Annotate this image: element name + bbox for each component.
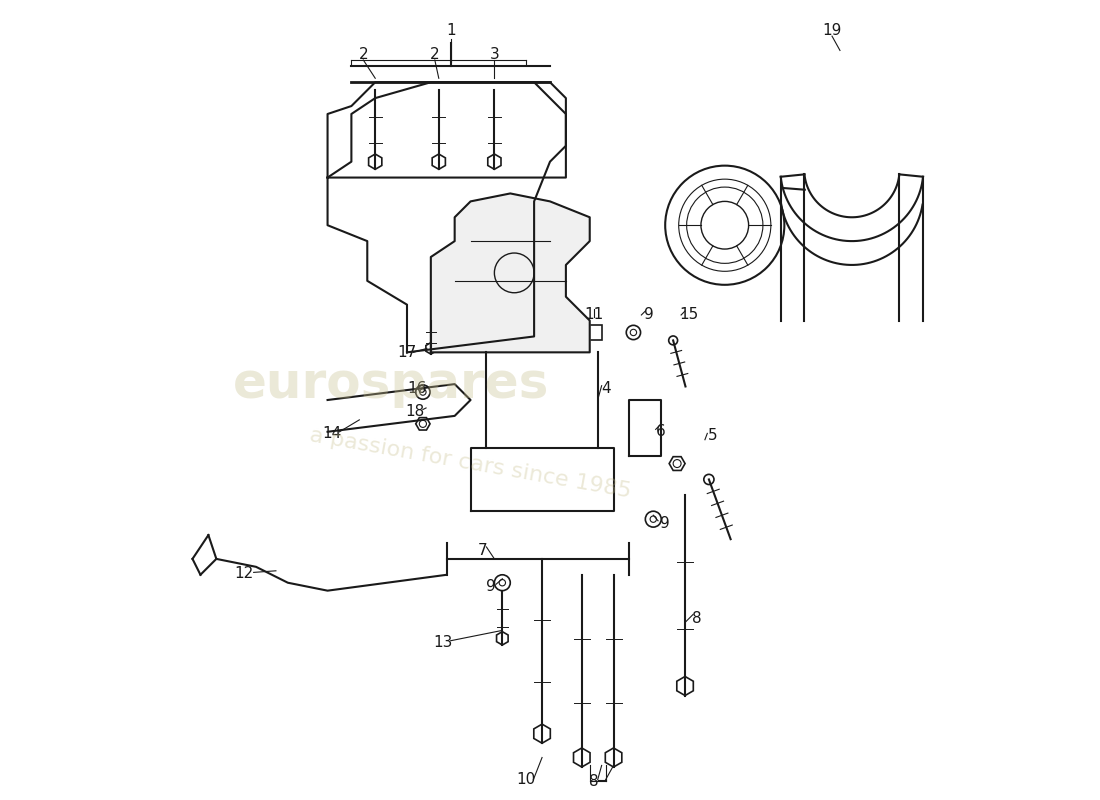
Bar	[586, 325, 602, 341]
Text: 9: 9	[645, 306, 654, 322]
Text: 1: 1	[446, 23, 455, 38]
Text: 18: 18	[405, 405, 425, 419]
Text: 2: 2	[359, 47, 369, 62]
Text: 9: 9	[485, 579, 495, 594]
Text: 9: 9	[660, 516, 670, 530]
Text: 17: 17	[397, 345, 417, 360]
Text: 15: 15	[680, 306, 698, 322]
Text: 2: 2	[430, 47, 440, 62]
Text: 3: 3	[490, 47, 499, 62]
Polygon shape	[431, 194, 590, 352]
Text: 10: 10	[517, 772, 536, 787]
Text: 8: 8	[588, 774, 598, 789]
Text: 8: 8	[692, 611, 702, 626]
Text: eurospares: eurospares	[233, 360, 549, 408]
Text: 6: 6	[657, 424, 667, 439]
Text: 7: 7	[477, 543, 487, 558]
Text: 11: 11	[584, 306, 603, 322]
Text: 19: 19	[823, 23, 842, 38]
Text: 16: 16	[407, 382, 426, 396]
Text: 5: 5	[708, 428, 717, 443]
Text: 12: 12	[234, 566, 254, 581]
Text: 13: 13	[433, 635, 452, 650]
Text: 4: 4	[601, 381, 610, 395]
Text: 14: 14	[322, 426, 341, 441]
Text: a passion for cars since 1985: a passion for cars since 1985	[308, 426, 632, 502]
